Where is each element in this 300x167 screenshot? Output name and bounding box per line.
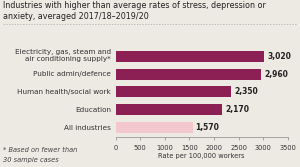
Text: 3,020: 3,020	[267, 52, 291, 61]
Text: 1,570: 1,570	[196, 123, 220, 132]
Bar	[116, 104, 223, 115]
Text: Education: Education	[75, 107, 111, 113]
X-axis label: Rate per 100,000 workers: Rate per 100,000 workers	[158, 153, 245, 159]
Text: 2,960: 2,960	[264, 70, 288, 79]
Bar	[116, 122, 193, 133]
Text: 2,350: 2,350	[234, 87, 258, 96]
Text: Human health/social work: Human health/social work	[17, 89, 111, 95]
Text: Industries with higher than average rates of stress, depression or: Industries with higher than average rate…	[3, 1, 266, 10]
Text: Public admin/defence: Public admin/defence	[33, 71, 111, 77]
Bar	[116, 51, 264, 62]
Bar	[116, 69, 261, 80]
Text: 30 sample cases: 30 sample cases	[3, 157, 59, 163]
Text: 2,170: 2,170	[225, 105, 249, 114]
Text: Electricity, gas, steam and
air conditioning supply*: Electricity, gas, steam and air conditio…	[15, 49, 111, 62]
Text: anxiety, averaged 2017/18–2019/20: anxiety, averaged 2017/18–2019/20	[3, 12, 149, 21]
Text: * Based on fewer than: * Based on fewer than	[3, 147, 77, 153]
Bar	[116, 86, 231, 97]
Text: All industries: All industries	[64, 125, 111, 131]
